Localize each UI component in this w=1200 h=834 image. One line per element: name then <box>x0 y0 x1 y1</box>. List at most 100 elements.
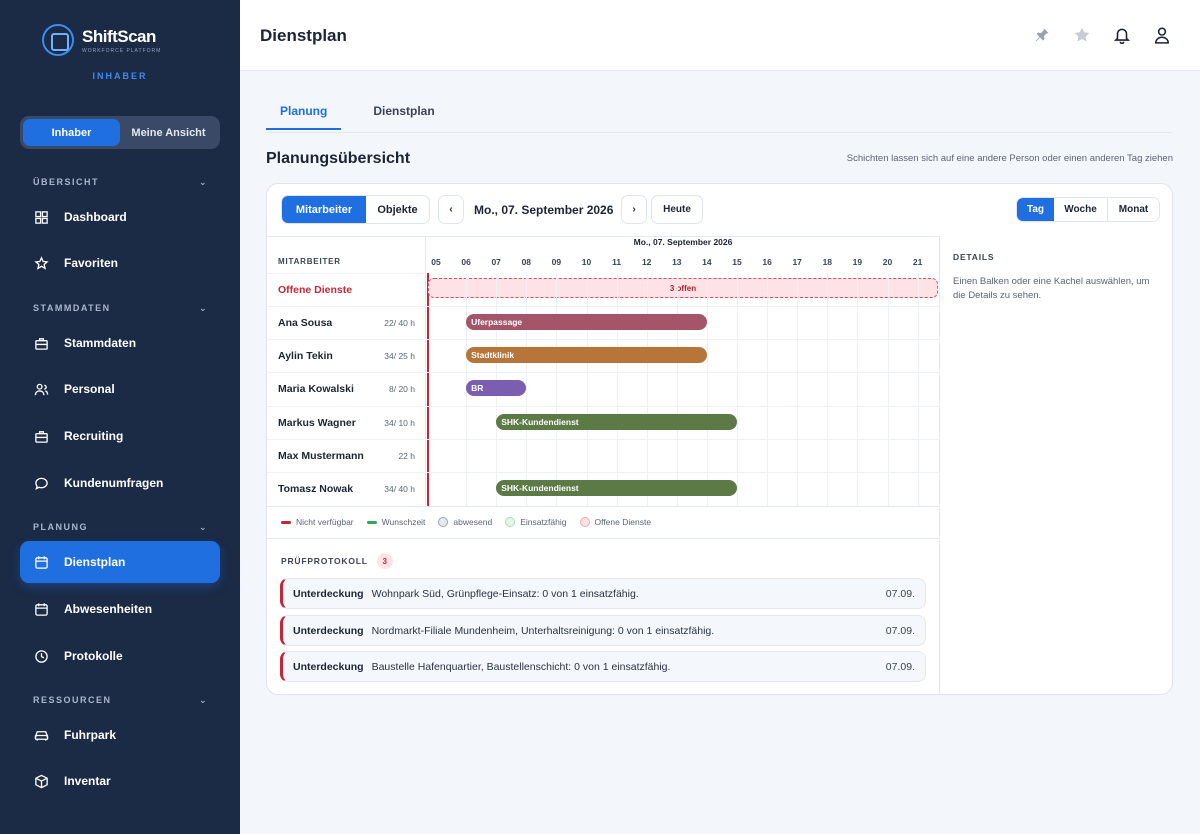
sidebar-item-fuhrpark[interactable]: Fuhrpark <box>20 714 220 756</box>
employee-hours: 22 h <box>398 451 415 461</box>
details-text: Einen Balken oder eine Kachel auswählen,… <box>953 276 1150 301</box>
section-label: STAMMDATEN <box>33 303 111 313</box>
protocol-type: Unterdeckung <box>293 660 364 673</box>
calendar-icon <box>35 555 48 569</box>
absent-swatch-icon <box>438 517 449 527</box>
sidebar-item-dashboard[interactable]: Dashboard <box>20 196 220 238</box>
open-shifts-bar[interactable]: 3 offen <box>428 278 938 298</box>
hour-tick-label: 09 <box>551 257 562 267</box>
chevron-down-icon: ⌄ <box>198 695 208 705</box>
section-label: RESSOURCEN <box>33 695 112 705</box>
briefcase-icon <box>35 337 48 350</box>
employee-row[interactable]: Markus Wagner 34/ 10 h <box>267 406 426 439</box>
section-uebersicht[interactable]: ÜBERSICHT ⌄ <box>33 177 208 188</box>
tabs-divider <box>266 132 1172 133</box>
protocol-item[interactable]: Unterdeckung Wohnpark Süd, Grünpflege-Ei… <box>280 578 926 609</box>
row-grid-line <box>427 439 939 440</box>
user-icon[interactable] <box>1152 25 1172 45</box>
grid-icon <box>35 210 48 224</box>
role-label: INHABER <box>92 71 148 81</box>
star-icon[interactable] <box>1072 25 1092 45</box>
box-icon <box>35 774 48 788</box>
legend-label: abwesend <box>453 517 493 527</box>
hour-tick-label: 06 <box>461 257 471 267</box>
details-divider <box>939 236 940 694</box>
today-button[interactable]: Heute <box>651 195 703 224</box>
hour-tick-label: 20 <box>882 257 893 267</box>
sidebar-item-dienstplan[interactable]: Dienstplan <box>20 541 220 583</box>
shift-bar[interactable]: Uferpassage <box>466 314 707 330</box>
employee-name: Ana Sousa <box>278 317 333 329</box>
employee-column: MITARBEITER Offene Dienste Ana Sousa 22/ … <box>267 236 426 507</box>
mode-mitarbeiter-button[interactable]: Mitarbeiter <box>282 196 366 223</box>
hour-grid-line <box>857 273 859 507</box>
employee-column-header: MITARBEITER <box>278 257 341 266</box>
row-grid-line <box>427 372 939 373</box>
shift-bar[interactable]: BR <box>466 380 527 396</box>
employee-row[interactable]: Aylin Tekin 34/ 25 h <box>267 339 426 372</box>
employee-row[interactable]: Maria Kowalski 8/ 20 h <box>267 372 426 405</box>
hour-tick-label: 05 <box>431 257 441 267</box>
employee-row[interactable]: Max Mustermann 22 h <box>267 439 426 472</box>
legend-item: Wunschzeit <box>366 517 425 527</box>
hour-grid-line <box>616 273 618 507</box>
open-shift-swatch-icon <box>579 517 590 527</box>
sidebar-item-abwesenheiten[interactable]: Abwesenheiten <box>20 588 220 630</box>
tab-planung[interactable]: Planung <box>266 104 342 130</box>
tab-dienstplan[interactable]: Dienstplan <box>373 104 435 118</box>
range-monat-button[interactable]: Monat <box>1118 204 1149 215</box>
range-tag-button[interactable]: Tag <box>1017 198 1054 221</box>
section-stammdaten[interactable]: STAMMDATEN ⌄ <box>33 303 208 314</box>
next-day-button[interactable]: › <box>621 195 647 224</box>
brand-logo[interactable]: ShiftScan WORKFORCE PLATFORM <box>42 24 161 56</box>
mode-objekte-button[interactable]: Objekte <box>377 203 418 216</box>
protocol-date: 07.09. <box>885 624 915 637</box>
pin-icon[interactable] <box>1032 25 1052 45</box>
protocol-item[interactable]: Unterdeckung Nordmarkt-Filiale Mundenhei… <box>280 615 926 646</box>
sidebar-item-kundenumfragen[interactable]: Kundenumfragen <box>20 462 220 504</box>
sidebar-item-personal[interactable]: Personal <box>20 368 220 410</box>
sidebar-item-favoriten[interactable]: Favoriten <box>20 242 220 284</box>
sidebar-item-stammdaten[interactable]: Stammdaten <box>20 322 220 364</box>
timeline-grid: Mo., 07. September 2026 3 offen 05 06 07 08… <box>427 236 939 507</box>
employee-row[interactable]: Tomasz Nowak 34/ 40 h <box>267 472 426 505</box>
preferred-swatch-icon <box>366 520 377 524</box>
prev-day-button[interactable]: ‹ <box>438 195 464 224</box>
protocol-divider <box>267 538 939 539</box>
section-planung[interactable]: PLANUNG ⌄ <box>33 522 208 533</box>
shift-bar[interactable]: SHK-Kundendienst <box>496 480 737 496</box>
star-icon <box>34 255 49 270</box>
hour-tick-label: 18 <box>822 257 833 267</box>
hour-grid-line <box>887 273 889 507</box>
protocol-item[interactable]: Unterdeckung Baustelle Hafenquartier, Ba… <box>280 651 926 682</box>
hour-tick-label: 11 <box>612 257 622 267</box>
legend-label: Einsatzfähig <box>520 517 567 527</box>
legend-item: Offene Dienste <box>579 517 651 527</box>
legend: Nicht verfügbar Wunschzeit abwesend Eins… <box>281 517 651 527</box>
users-icon <box>34 383 49 395</box>
bell-icon[interactable] <box>1112 25 1132 45</box>
unavailable-swatch-icon <box>281 520 291 524</box>
sidebar-item-label: Fuhrpark <box>64 728 117 742</box>
hour-grid-line <box>767 273 769 507</box>
employee-hours: 34/ 10 h <box>384 418 415 428</box>
shift-bar[interactable]: Stadtklinik <box>466 347 707 363</box>
open-shifts-row[interactable]: Offene Dienste <box>267 273 426 306</box>
employee-hours: 34/ 40 h <box>384 484 415 494</box>
range-woche-button[interactable]: Woche <box>1054 198 1108 221</box>
view-mine-button[interactable]: Meine Ansicht <box>131 126 206 139</box>
details-title: DETAILS <box>953 252 995 262</box>
sidebar-item-inventar[interactable]: Inventar <box>20 760 220 802</box>
section-ressourcen[interactable]: RESSOURCEN ⌄ <box>33 695 208 706</box>
sidebar-item-recruiting[interactable]: Recruiting <box>20 415 220 457</box>
employee-row[interactable]: Ana Sousa 22/ 40 h <box>267 306 426 339</box>
hour-grid-line <box>827 273 829 507</box>
legend-label: Nicht verfügbar <box>296 517 354 527</box>
view-owner-button[interactable]: Inhaber <box>23 119 120 146</box>
hour-tick-label: 10 <box>581 257 592 267</box>
legend-item: Einsatzfähig <box>505 517 567 527</box>
shift-bar[interactable]: SHK-Kundendienst <box>496 414 737 430</box>
legend-item: abwesend <box>438 517 492 527</box>
sidebar-item-protokolle[interactable]: Protokolle <box>20 635 220 677</box>
hour-tick-label: 15 <box>732 257 742 267</box>
